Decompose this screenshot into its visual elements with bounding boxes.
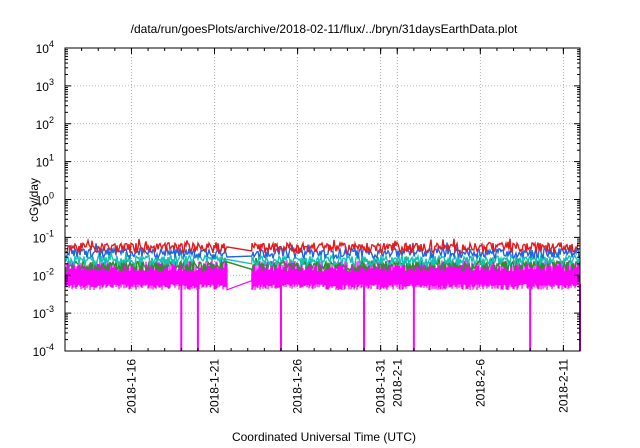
y-tick-exponent: -1	[46, 228, 54, 238]
y-tick-label: 103	[36, 77, 54, 94]
y-tick-exponent: -4	[46, 342, 54, 352]
series-line-2	[65, 242, 580, 261]
x-tick-label: 2018-1-26	[291, 359, 305, 414]
y-axis-label: cGy/day	[27, 178, 41, 222]
y-tick-label: 10-2	[33, 266, 54, 283]
y-tick-label: 102	[36, 115, 54, 132]
y-tick-label: 104	[36, 39, 54, 56]
x-tick-label: 2018-1-31	[374, 359, 388, 414]
y-tick-label: 10-3	[33, 304, 54, 321]
y-tick-label: 10-1	[33, 228, 54, 245]
x-tick-label: 2018-1-16	[124, 359, 138, 414]
x-tick-label: 2018-2-1	[390, 359, 404, 407]
y-tick-label: 10-4	[33, 342, 54, 359]
x-axis: 2018-1-16 2018-1-21 2018-1-26 2018-1-31 2018…	[64, 48, 581, 414]
series-line-5	[65, 260, 580, 291]
y-tick-exponent: -3	[46, 304, 54, 314]
y-tick-exponent: 0	[49, 191, 54, 201]
series-line-1	[65, 237, 580, 255]
chart-title: /data/run/goesPlots/archive/2018-02-11/f…	[131, 22, 518, 36]
y-tick-exponent: 2	[49, 115, 54, 125]
plot-area	[65, 237, 581, 351]
x-tick-label: 2018-2-11	[556, 359, 570, 413]
y-tick-exponent: -2	[46, 266, 54, 276]
y-tick-exponent: 3	[49, 77, 54, 87]
y-tick-exponent: 4	[49, 39, 54, 49]
x-tick-label: 2018-2-6	[473, 359, 487, 407]
y-tick-exponent: 1	[49, 153, 54, 163]
plot-frame	[64, 47, 581, 352]
grid	[65, 47, 580, 352]
x-axis-label: Coordinated Universal Time (UTC)	[232, 430, 416, 444]
series-line-3	[65, 251, 580, 269]
x-tick-label: 2018-1-21	[208, 359, 222, 414]
y-tick-label: 101	[36, 153, 54, 170]
